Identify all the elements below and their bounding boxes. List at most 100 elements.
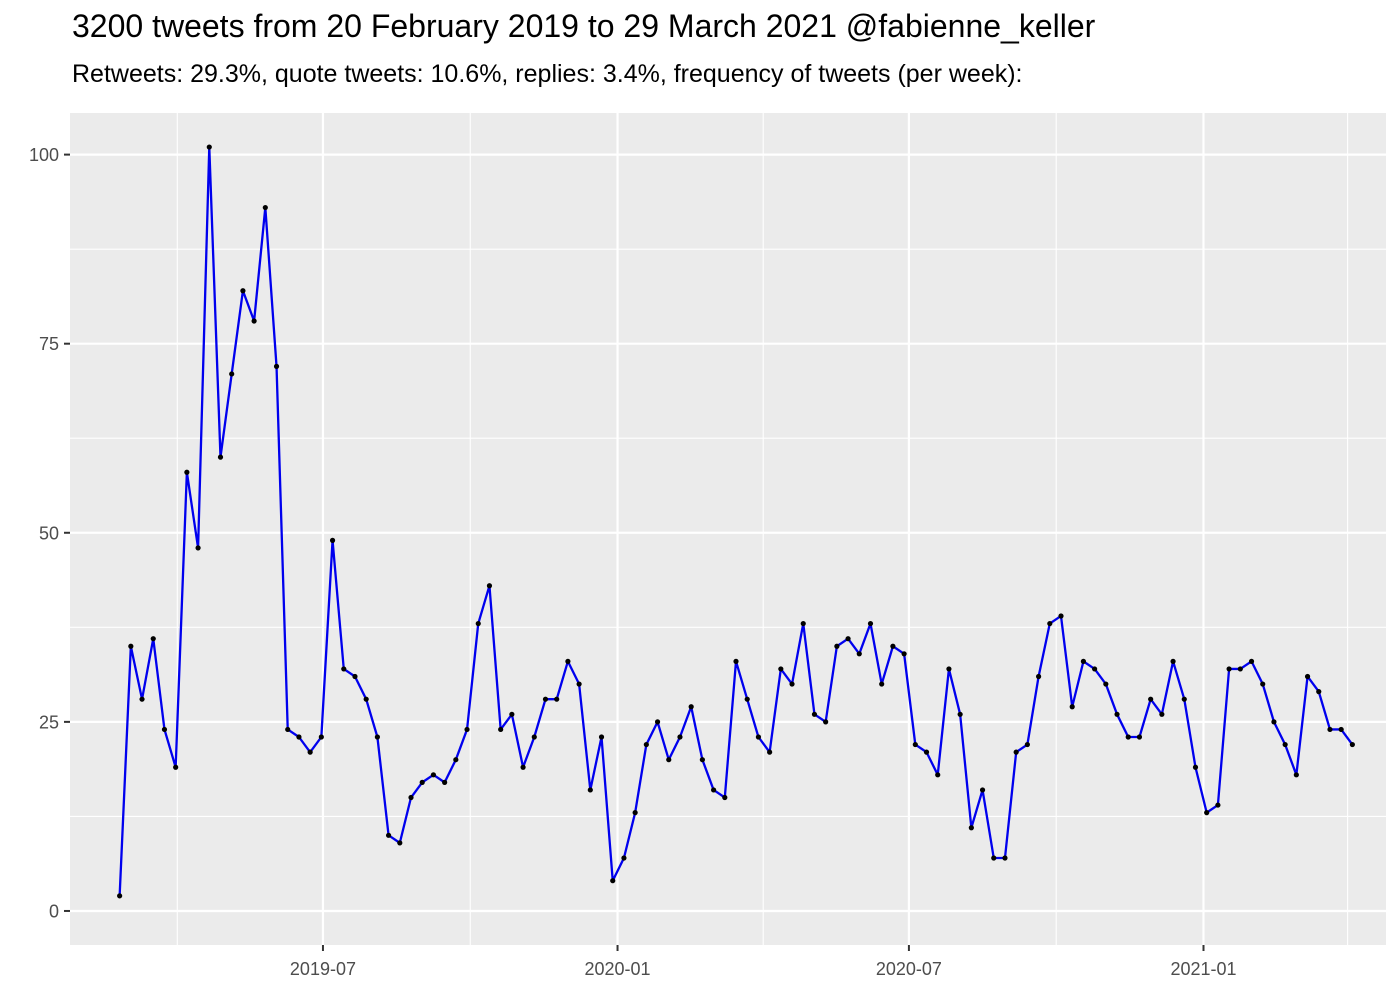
data-point [632, 810, 638, 816]
data-point [901, 651, 907, 657]
data-point [173, 764, 179, 770]
data-point [1035, 673, 1042, 680]
data-point [318, 734, 324, 740]
data-point [1293, 772, 1299, 778]
data-point [1304, 673, 1311, 680]
data-point [273, 363, 280, 369]
data-point [341, 666, 347, 672]
data-point [1103, 681, 1109, 687]
data-point [453, 757, 459, 763]
data-point [117, 893, 123, 899]
data-point [206, 144, 212, 150]
data-point [1080, 658, 1087, 664]
data-point [1170, 658, 1176, 664]
y-axis-labels: 0 25 50 75 100 [29, 145, 59, 921]
data-point [1181, 696, 1187, 702]
data-point [229, 371, 235, 377]
data-point [408, 794, 414, 801]
data-point [1024, 741, 1030, 748]
data-point [385, 832, 392, 838]
data-point [1282, 741, 1288, 748]
data-point [598, 734, 605, 740]
data-point [935, 772, 941, 778]
data-point [509, 711, 515, 717]
grid-major [70, 113, 1386, 945]
data-point [834, 643, 840, 649]
data-point [890, 643, 896, 649]
data-point [991, 855, 997, 861]
data-point [296, 734, 302, 740]
series-points [117, 144, 1355, 899]
data-point [486, 583, 493, 589]
data-point [800, 620, 806, 627]
data-point [1047, 620, 1053, 627]
data-point [1349, 741, 1355, 748]
data-point [184, 469, 190, 475]
data-point [722, 794, 728, 801]
data-point [1226, 666, 1232, 672]
data-point [128, 643, 134, 649]
data-point [654, 719, 661, 725]
data-point [1215, 802, 1221, 808]
data-point [1058, 613, 1064, 619]
grid-minor [70, 113, 1386, 945]
y-tick-label: 75 [39, 334, 59, 354]
data-point [1136, 734, 1143, 740]
data-point [923, 749, 930, 755]
data-point [1248, 658, 1255, 664]
x-axis-labels: 2019-07 2020-01 2020-07 2021-01 [290, 959, 1237, 979]
y-tick-label: 100 [29, 145, 59, 165]
data-point [195, 545, 201, 551]
data-point [778, 666, 784, 672]
data-point [352, 673, 358, 680]
data-point [1148, 696, 1154, 702]
data-point [576, 681, 582, 687]
data-point [397, 840, 403, 846]
data-point [1013, 749, 1019, 755]
data-point [811, 711, 818, 717]
data-point [1002, 855, 1008, 861]
data-point [845, 636, 851, 642]
chart-subtitle: Retweets: 29.3%, quote tweets: 10.6%, re… [72, 60, 1023, 88]
data-point [542, 696, 549, 702]
data-point [1092, 666, 1098, 672]
data-point [688, 704, 694, 710]
data-point [531, 734, 537, 740]
x-tick-label: 2019-07 [290, 959, 356, 979]
data-point [139, 696, 145, 702]
data-point [755, 734, 762, 740]
data-point [565, 658, 571, 664]
data-point [285, 726, 291, 733]
data-point [240, 288, 246, 294]
data-point [329, 537, 336, 543]
data-point [1237, 666, 1243, 672]
plot-panel [70, 113, 1386, 945]
data-point [823, 719, 829, 725]
data-point [643, 741, 649, 748]
data-point [912, 741, 918, 748]
data-point [1338, 726, 1344, 733]
y-tick-label: 25 [39, 712, 59, 732]
data-point [251, 318, 257, 324]
data-point [666, 757, 672, 763]
data-point [1192, 764, 1199, 770]
data-point [419, 779, 425, 785]
y-tick-label: 0 [49, 901, 59, 921]
data-point [610, 878, 616, 884]
data-point [1125, 734, 1131, 740]
data-point [374, 734, 380, 740]
data-point [475, 620, 481, 627]
data-point [464, 726, 470, 733]
data-point [1260, 681, 1266, 687]
y-tick-label: 50 [39, 523, 59, 543]
data-point [262, 204, 268, 211]
data-point [789, 681, 795, 687]
data-point [677, 734, 683, 740]
data-point [767, 749, 773, 755]
data-point [217, 454, 224, 460]
data-point [442, 779, 448, 785]
data-point [979, 787, 986, 793]
data-point [733, 658, 739, 664]
data-point [1114, 711, 1120, 717]
data-point [1271, 719, 1277, 725]
